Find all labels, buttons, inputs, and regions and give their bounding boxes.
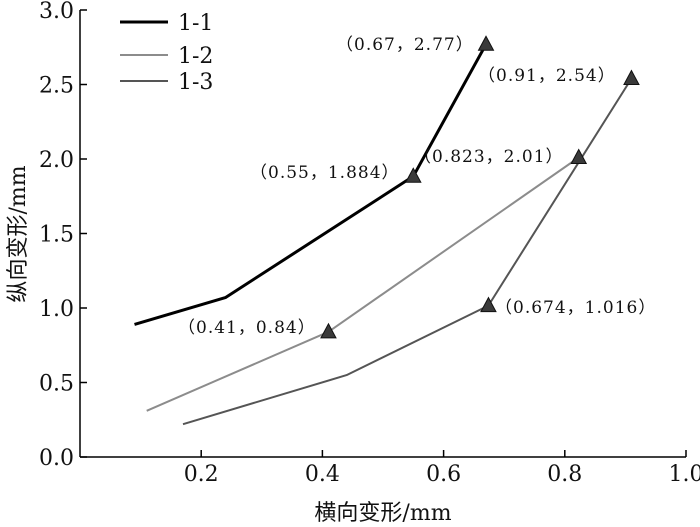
triangle-marker (570, 148, 588, 165)
legend-label-1-1: 1-1 (178, 11, 213, 36)
y-tick-label: 1.0 (39, 297, 74, 322)
point-annotation: （0.823，2.01） (414, 147, 564, 167)
triangle-marker (320, 322, 337, 339)
x-tick-label: 0.4 (305, 462, 340, 487)
y-tick-label: 3.0 (39, 0, 74, 24)
triangle-marker (480, 296, 497, 313)
series-line-1-3 (182, 77, 633, 426)
triangle-marker (404, 167, 422, 183)
triangle-marker (477, 35, 495, 51)
point-annotation: （0.674，1.016） (495, 298, 656, 318)
x-tick-label: 1.0 (669, 462, 700, 487)
point-annotation: （0.55，1.884） (250, 163, 400, 183)
series-line-1-1 (134, 43, 488, 326)
y-tick-label: 0.0 (39, 446, 74, 471)
legend: 1-1 1-21-3 (120, 11, 213, 95)
x-axis-title: 横向变形/mm (314, 501, 451, 526)
y-tick-label: 2.0 (39, 148, 74, 173)
y-axis-title: 纵向变形/mm (6, 165, 31, 302)
point-annotation: （0.41，0.84） (178, 318, 316, 338)
y-tick-label: 1.5 (39, 223, 74, 248)
legend-label-1-3: 1-3 (178, 70, 213, 95)
x-tick-label: 0.6 (426, 462, 461, 487)
point-annotation: （0.91，2.54） (478, 66, 616, 86)
point-annotation: （0.67，2.77） (336, 35, 474, 55)
legend-label-1-2: 1-2 (178, 44, 213, 69)
x-tick-label: 0.2 (184, 462, 219, 487)
triangle-marker (623, 69, 640, 86)
series-line-1-2 (146, 156, 580, 412)
x-tick-label: 0.8 (547, 462, 582, 487)
y-tick-label: 0.5 (39, 372, 74, 397)
y-tick-label: 2.5 (39, 74, 74, 99)
